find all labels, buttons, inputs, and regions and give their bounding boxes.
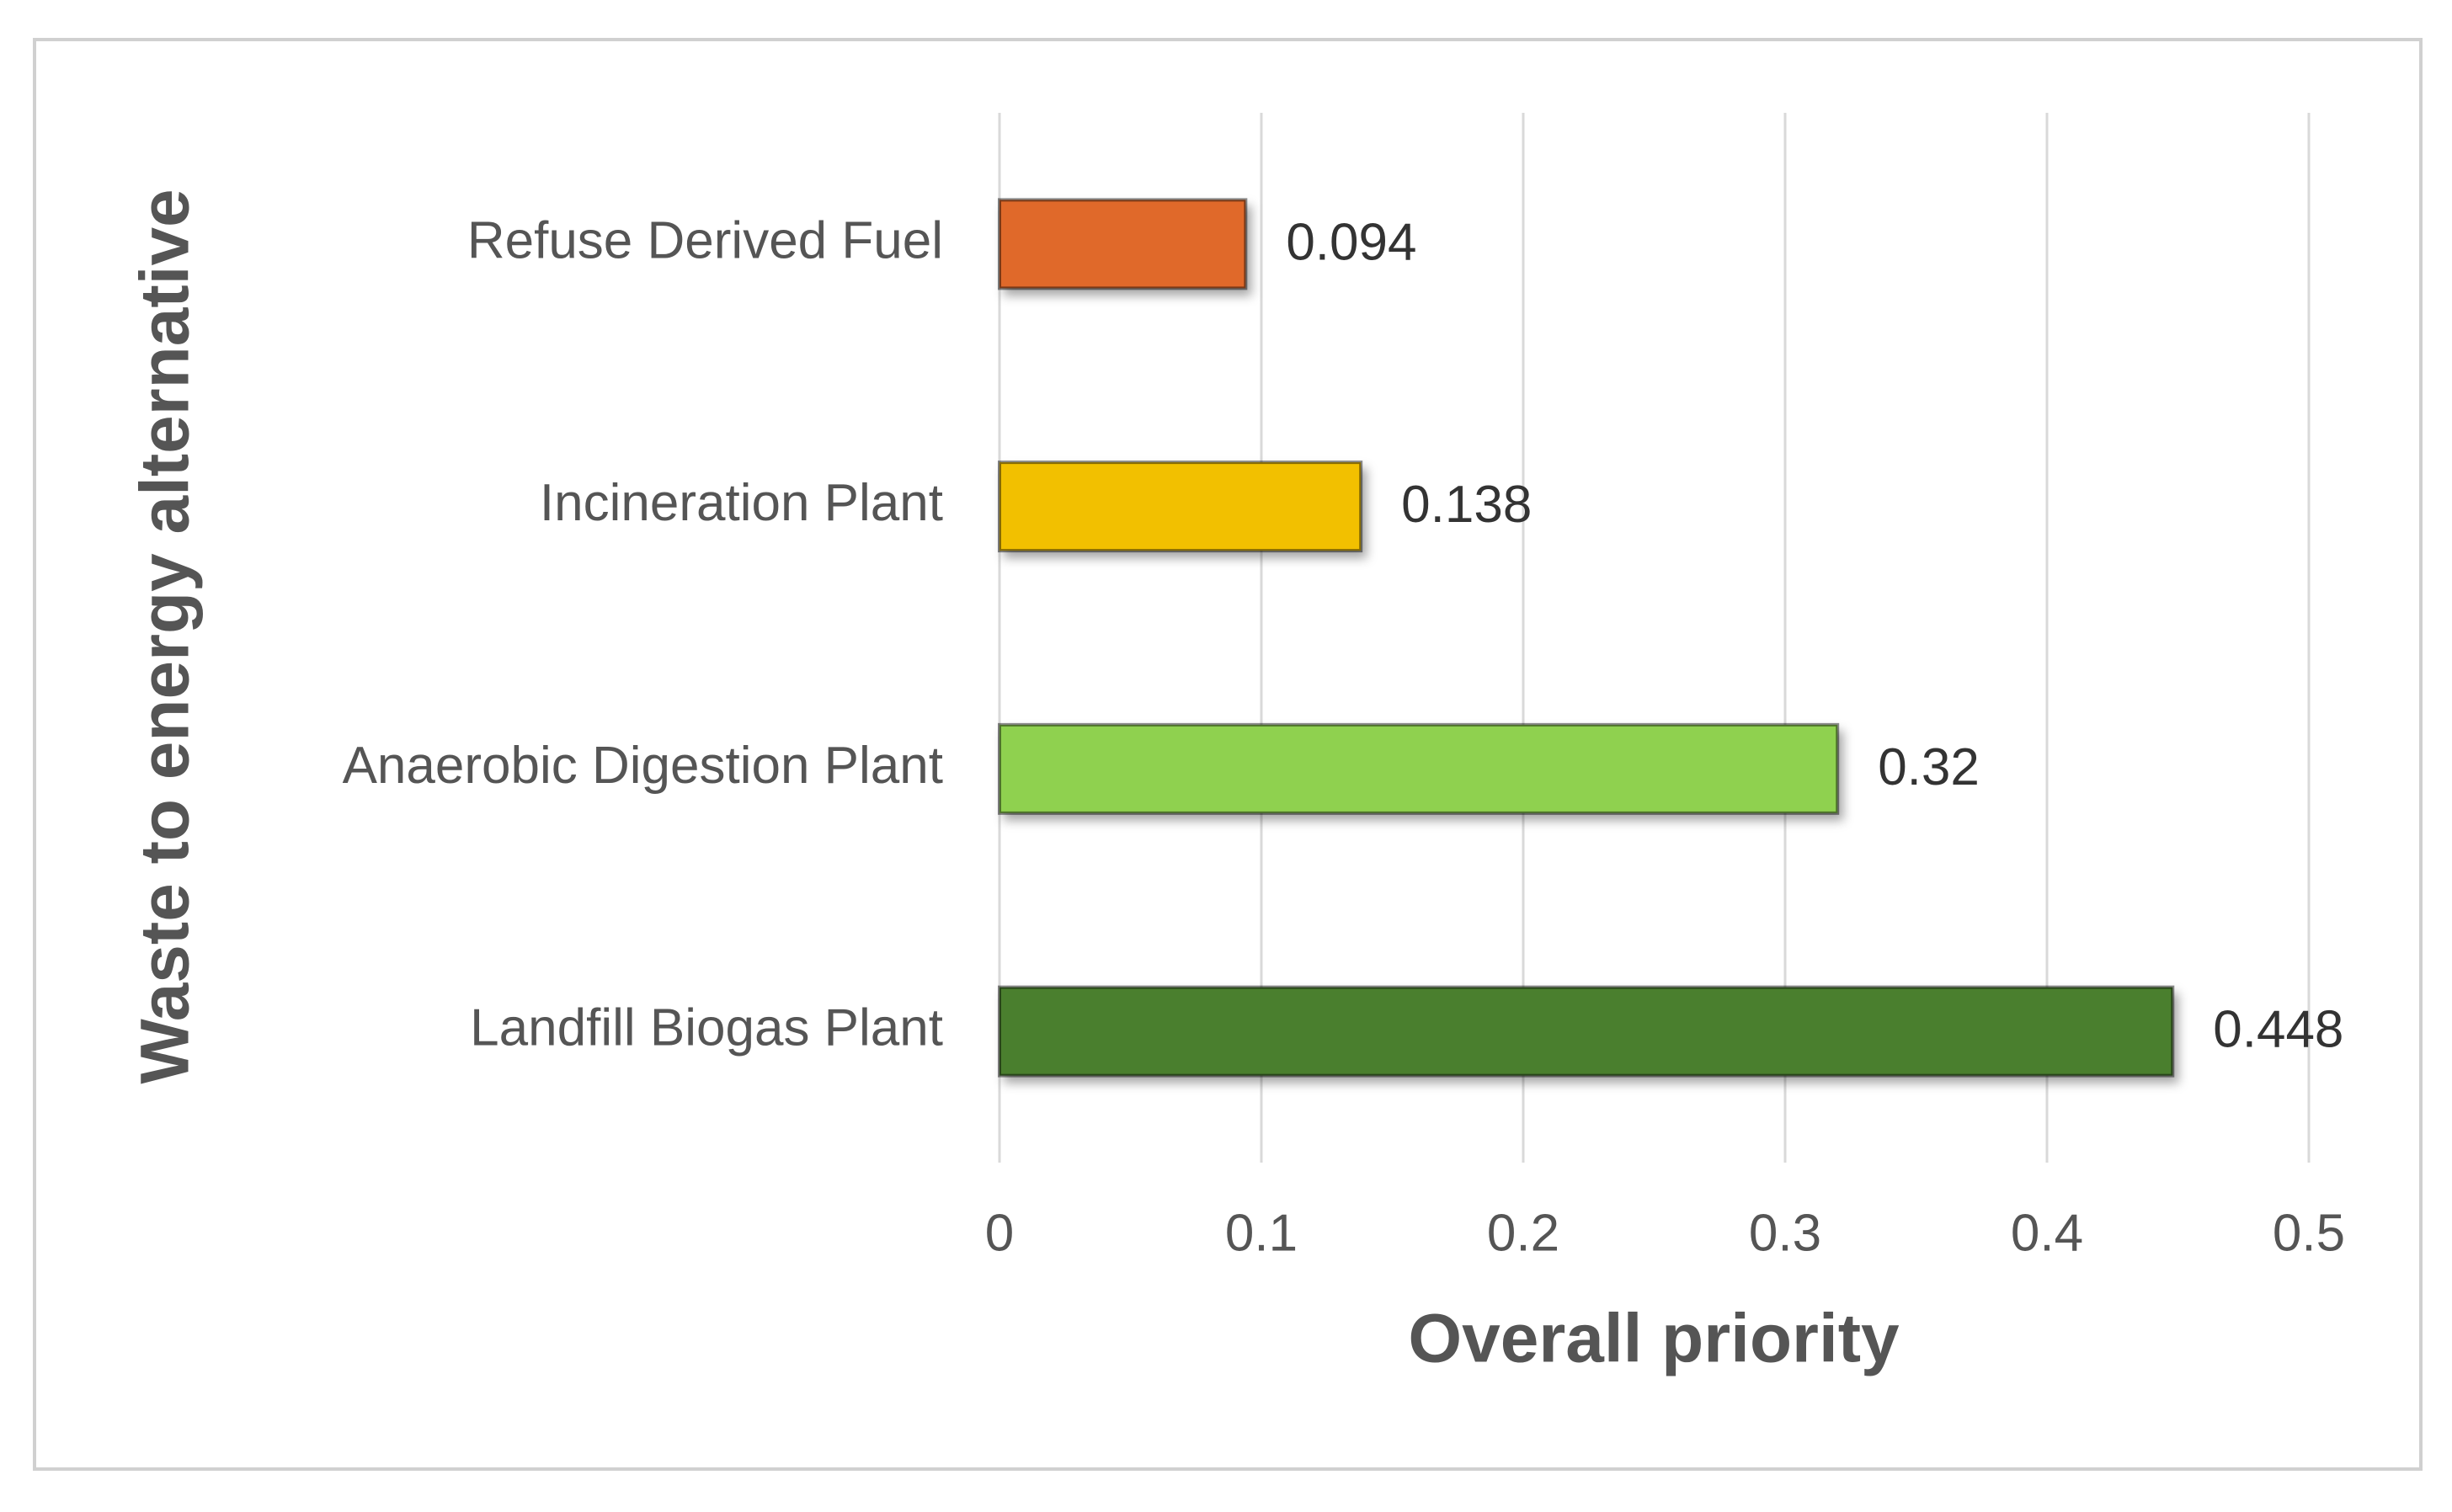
x-tick-label: 0.2 bbox=[1487, 1204, 1559, 1262]
y-tick-label: Landfill Biogas Plant bbox=[470, 999, 943, 1057]
x-tick-label: 0 bbox=[985, 1204, 1014, 1262]
x-axis-title: Overall priority bbox=[1408, 1301, 1900, 1377]
value-label: 0.32 bbox=[1878, 738, 1980, 796]
y-tick-label: Incineration Plant bbox=[540, 474, 943, 532]
x-tick-label: 0.3 bbox=[1749, 1204, 1821, 1262]
x-tick-label: 0.4 bbox=[2011, 1204, 2083, 1262]
bar bbox=[998, 198, 1248, 290]
y-axis-title: Waste to energy alternative bbox=[127, 189, 204, 1083]
bar bbox=[998, 722, 1840, 815]
value-label: 0.138 bbox=[1401, 476, 1532, 534]
bar bbox=[998, 985, 2175, 1078]
value-label: 0.448 bbox=[2213, 1001, 2343, 1059]
x-tick-label: 0.1 bbox=[1225, 1204, 1298, 1262]
value-label: 0.094 bbox=[1286, 213, 1416, 271]
y-tick-label: Anaerobic Digestion Plant bbox=[343, 737, 943, 795]
x-tick-label: 0.5 bbox=[2273, 1204, 2345, 1262]
bars: Refuse Derived Fuel 0.094 Incineration Pla… bbox=[343, 198, 2343, 1078]
bar bbox=[998, 461, 1363, 553]
y-tick-label: Refuse Derived Fuel bbox=[467, 211, 943, 269]
